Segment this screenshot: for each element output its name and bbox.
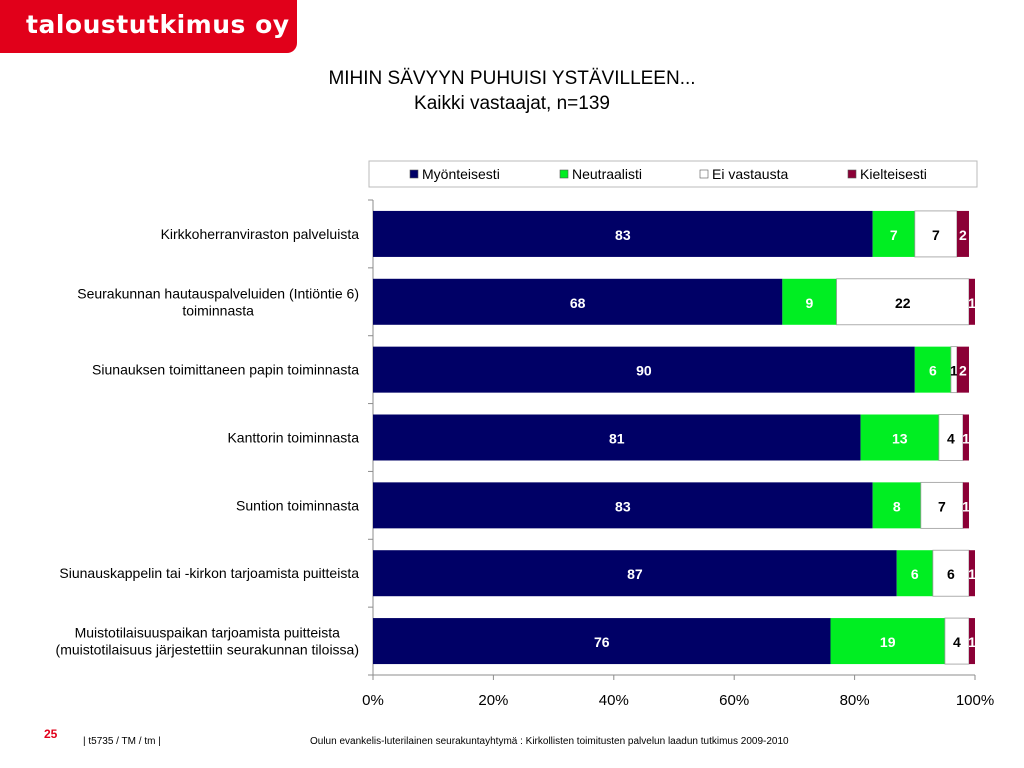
data-label: 1	[968, 295, 976, 311]
bar-segment	[962, 482, 969, 529]
data-label: 7	[932, 227, 940, 243]
brand-logo-text: taloustutkimus oy	[26, 10, 290, 39]
data-label: 8	[893, 498, 901, 514]
category-label: Seurakunnan hautauspalveluiden (Intiönti…	[77, 285, 359, 301]
data-label: 2	[959, 227, 967, 243]
legend-swatch	[847, 169, 857, 179]
bar-segment	[914, 346, 951, 393]
data-label: 1	[950, 363, 958, 379]
chart-title-line1: MIHIN SÄVYYN PUHUISI YSTÄVILLEEN...	[328, 68, 696, 89]
bar-segment	[968, 550, 975, 597]
category-label: Kirkkoherranviraston palveluista	[161, 226, 360, 242]
bar-segment	[860, 414, 939, 461]
bar-segment	[962, 414, 969, 461]
bar-segment	[872, 482, 921, 529]
category-label: (muistotilaisuus järjestettiin seurakunn…	[56, 642, 359, 658]
legend-label: Kielteisesti	[860, 166, 927, 182]
category-label: toiminnasta	[182, 302, 254, 318]
legend-swatch	[409, 169, 419, 179]
bar-segment	[872, 210, 915, 257]
legend-label: Neutraalisti	[572, 166, 642, 182]
chart-title-line2: Kaikki vastaajat, n=139	[414, 93, 610, 114]
category-label: Siunauksen toimittaneen papin toiminnast…	[92, 362, 359, 378]
bar-segment	[836, 278, 970, 326]
x-tick-label: 40%	[599, 692, 629, 709]
x-tick-label: 20%	[478, 692, 508, 709]
data-label: 76	[594, 634, 610, 650]
category-label: Siunauskappelin tai -kirkon tarjoamista …	[59, 565, 359, 581]
legend-box	[368, 160, 978, 188]
category-label: Suntion toiminnasta	[236, 497, 359, 513]
data-label: 6	[929, 363, 937, 379]
bar-segment	[373, 550, 897, 597]
data-label: 9	[806, 295, 814, 311]
data-label: 90	[636, 363, 652, 379]
data-label: 7	[890, 227, 898, 243]
x-tick-label: 60%	[719, 692, 749, 709]
category-label: Muistotilaisuuspaikan tarjoamista puitte…	[75, 625, 341, 641]
footer-source: Oulun evankelis-luterilainen seurakuntay…	[310, 736, 789, 747]
data-label: 87	[627, 566, 643, 582]
x-tick-label: 100%	[956, 692, 994, 709]
legend-swatch	[699, 169, 709, 179]
page-number: 25	[44, 727, 58, 741]
data-label: 1	[962, 498, 970, 514]
bar-segment	[956, 346, 969, 393]
bar-segment	[373, 210, 873, 257]
data-label: 19	[880, 634, 896, 650]
brand-logo: taloustutkimus oy	[0, 0, 297, 53]
bar-segment	[373, 414, 861, 461]
bar-segment	[956, 210, 969, 257]
bar-segment	[968, 618, 975, 665]
data-label: 1	[968, 634, 976, 650]
data-label: 2	[959, 363, 967, 379]
bar-segment	[932, 549, 970, 597]
bar-segment	[373, 346, 915, 393]
bar-segment	[373, 482, 873, 529]
footer-code: | t5735 / TM / tm |	[83, 736, 161, 747]
x-tick-label: 80%	[840, 692, 870, 709]
data-label: 83	[615, 498, 631, 514]
bar-segment	[830, 618, 945, 665]
data-label: 13	[892, 431, 908, 447]
bar-segment	[968, 278, 975, 325]
data-label: 1	[968, 566, 976, 582]
bar-segment	[914, 210, 958, 258]
data-label: 1	[962, 431, 970, 447]
data-label: 4	[947, 431, 955, 447]
x-tick-label: 0%	[362, 692, 384, 709]
bar-segment	[896, 550, 933, 597]
data-label: 68	[570, 295, 586, 311]
data-label: 6	[911, 566, 919, 582]
bar-segment	[373, 618, 831, 665]
category-label: Kanttorin toiminnasta	[227, 430, 359, 446]
data-label: 4	[953, 634, 961, 650]
chart-title: MIHIN SÄVYYN PUHUISI YSTÄVILLEEN... Kaik…	[0, 66, 1024, 116]
legend-label: Ei vastausta	[712, 166, 788, 182]
data-label: 22	[895, 295, 911, 311]
data-label: 7	[938, 498, 946, 514]
data-label: 81	[609, 431, 625, 447]
bar-segment	[920, 481, 964, 529]
legend-swatch	[559, 169, 569, 179]
bar-segment	[373, 278, 783, 325]
data-label: 6	[947, 566, 955, 582]
bar-segment	[782, 278, 837, 325]
data-label: 83	[615, 227, 631, 243]
legend-label: Myönteisesti	[422, 166, 500, 182]
